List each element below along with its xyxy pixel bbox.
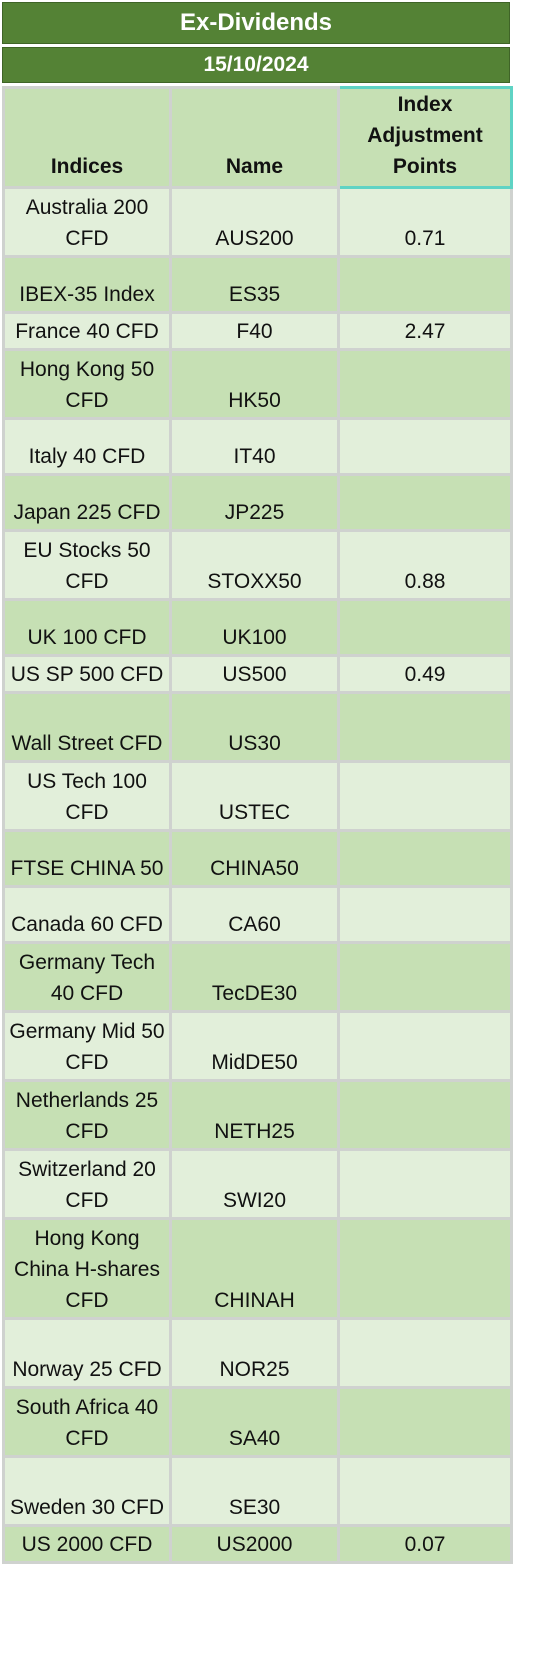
table-row: Hong Kong China H-shares CFD CHINAH [2,1217,513,1320]
cell-name[interactable]: CA60 [169,885,340,944]
cell-adjustment-points[interactable]: 0.49 [337,654,513,694]
cell-index[interactable]: US 2000 CFD [2,1524,172,1564]
table-row: Hong Kong 50 CFD HK50 [2,348,513,420]
cell-index[interactable]: Netherlands 25 CFD [2,1079,172,1151]
cell-index[interactable]: EU Stocks 50 CFD [2,529,172,601]
cell-name[interactable]: SWI20 [169,1148,340,1220]
cell-index[interactable]: Wall Street CFD [2,691,172,763]
sheet-date: 15/10/2024 [2,47,510,83]
cell-name[interactable]: TecDE30 [169,941,340,1013]
cell-name[interactable]: ES35 [169,255,340,314]
cell-index[interactable]: Germany Tech 40 CFD [2,941,172,1013]
cell-name[interactable]: SA40 [169,1386,340,1458]
table-row: Japan 225 CFD JP225 [2,473,513,532]
column-header-adjustment-points[interactable]: Index Adjustment Points [337,86,513,189]
cell-name[interactable]: MidDE50 [169,1010,340,1082]
cell-adjustment-points[interactable] [337,255,513,314]
dividends-table: Indices Name Index Adjustment Points Aus… [2,86,513,1564]
column-header-name[interactable]: Name [169,86,340,189]
cell-name[interactable]: HK50 [169,348,340,420]
cell-adjustment-points[interactable] [337,1217,513,1320]
cell-adjustment-points[interactable] [337,1079,513,1151]
cell-adjustment-points[interactable] [337,1148,513,1220]
cell-index[interactable]: Canada 60 CFD [2,885,172,944]
table-row: Canada 60 CFD CA60 [2,885,513,944]
ex-dividends-sheet: Ex-Dividends 15/10/2024 Indices Name Ind… [2,2,513,1564]
cell-name[interactable]: IT40 [169,417,340,476]
cell-adjustment-points[interactable] [337,348,513,420]
cell-index[interactable]: Switzerland 20 CFD [2,1148,172,1220]
table-row: US 2000 CFD US2000 0.07 [2,1524,513,1564]
table-row: US SP 500 CFD US500 0.49 [2,654,513,694]
cell-adjustment-points[interactable] [337,1010,513,1082]
cell-index[interactable]: US Tech 100 CFD [2,760,172,832]
sheet-title: Ex-Dividends [2,2,510,44]
cell-name[interactable]: NOR25 [169,1317,340,1389]
column-header-indices[interactable]: Indices [2,86,172,189]
cell-index[interactable]: FTSE CHINA 50 [2,829,172,888]
table-row: Australia 200 CFD AUS200 0.71 [2,186,513,258]
table-row: Sweden 30 CFD SE30 [2,1455,513,1527]
cell-adjustment-points[interactable] [337,598,513,657]
table-row: Norway 25 CFD NOR25 [2,1317,513,1389]
cell-name[interactable]: AUS200 [169,186,340,258]
cell-index[interactable]: Hong Kong China H-shares CFD [2,1217,172,1320]
cell-adjustment-points[interactable] [337,1455,513,1527]
cell-index[interactable]: Sweden 30 CFD [2,1455,172,1527]
table-row: UK 100 CFD UK100 [2,598,513,657]
cell-index[interactable]: France 40 CFD [2,311,172,351]
cell-name[interactable]: NETH25 [169,1079,340,1151]
table-row: FTSE CHINA 50 CHINA50 [2,829,513,888]
cell-adjustment-points[interactable] [337,473,513,532]
cell-index[interactable]: Norway 25 CFD [2,1317,172,1389]
table-row: Italy 40 CFD IT40 [2,417,513,476]
cell-adjustment-points[interactable]: 0.71 [337,186,513,258]
cell-index[interactable]: Italy 40 CFD [2,417,172,476]
table-row: France 40 CFD F40 2.47 [2,311,513,351]
cell-index[interactable]: IBEX-35 Index [2,255,172,314]
cell-adjustment-points[interactable]: 0.88 [337,529,513,601]
cell-adjustment-points[interactable] [337,1317,513,1389]
cell-adjustment-points[interactable] [337,760,513,832]
cell-adjustment-points[interactable]: 2.47 [337,311,513,351]
table-body: Australia 200 CFD AUS200 0.71 IBEX-35 Index… [2,186,513,1564]
cell-name[interactable]: US2000 [169,1524,340,1564]
cell-adjustment-points[interactable] [337,885,513,944]
cell-index[interactable]: Germany Mid 50 CFD [2,1010,172,1082]
cell-adjustment-points[interactable] [337,417,513,476]
cell-index[interactable]: South Africa 40 CFD [2,1386,172,1458]
table-row: Netherlands 25 CFD NETH25 [2,1079,513,1151]
cell-adjustment-points[interactable]: 0.07 [337,1524,513,1564]
cell-name[interactable]: CHINAH [169,1217,340,1320]
table-row: Switzerland 20 CFD SWI20 [2,1148,513,1220]
cell-adjustment-points[interactable] [337,691,513,763]
cell-adjustment-points[interactable] [337,941,513,1013]
table-row: Germany Tech 40 CFD TecDE30 [2,941,513,1013]
cell-index[interactable]: Australia 200 CFD [2,186,172,258]
cell-adjustment-points[interactable] [337,829,513,888]
cell-name[interactable]: F40 [169,311,340,351]
cell-name[interactable]: JP225 [169,473,340,532]
cell-name[interactable]: SE30 [169,1455,340,1527]
cell-index[interactable]: Japan 225 CFD [2,473,172,532]
cell-adjustment-points[interactable] [337,1386,513,1458]
cell-name[interactable]: US500 [169,654,340,694]
cell-name[interactable]: STOXX50 [169,529,340,601]
table-row: Wall Street CFD US30 [2,691,513,763]
cell-index[interactable]: US SP 500 CFD [2,654,172,694]
header-row: Indices Name Index Adjustment Points [2,86,513,189]
cell-name[interactable]: CHINA50 [169,829,340,888]
cell-index[interactable]: Hong Kong 50 CFD [2,348,172,420]
table-row: IBEX-35 Index ES35 [2,255,513,314]
cell-name[interactable]: US30 [169,691,340,763]
cell-index[interactable]: UK 100 CFD [2,598,172,657]
cell-name[interactable]: USTEC [169,760,340,832]
table-row: Germany Mid 50 CFD MidDE50 [2,1010,513,1082]
table-row: South Africa 40 CFD SA40 [2,1386,513,1458]
table-row: US Tech 100 CFD USTEC [2,760,513,832]
table-row: EU Stocks 50 CFD STOXX50 0.88 [2,529,513,601]
cell-name[interactable]: UK100 [169,598,340,657]
